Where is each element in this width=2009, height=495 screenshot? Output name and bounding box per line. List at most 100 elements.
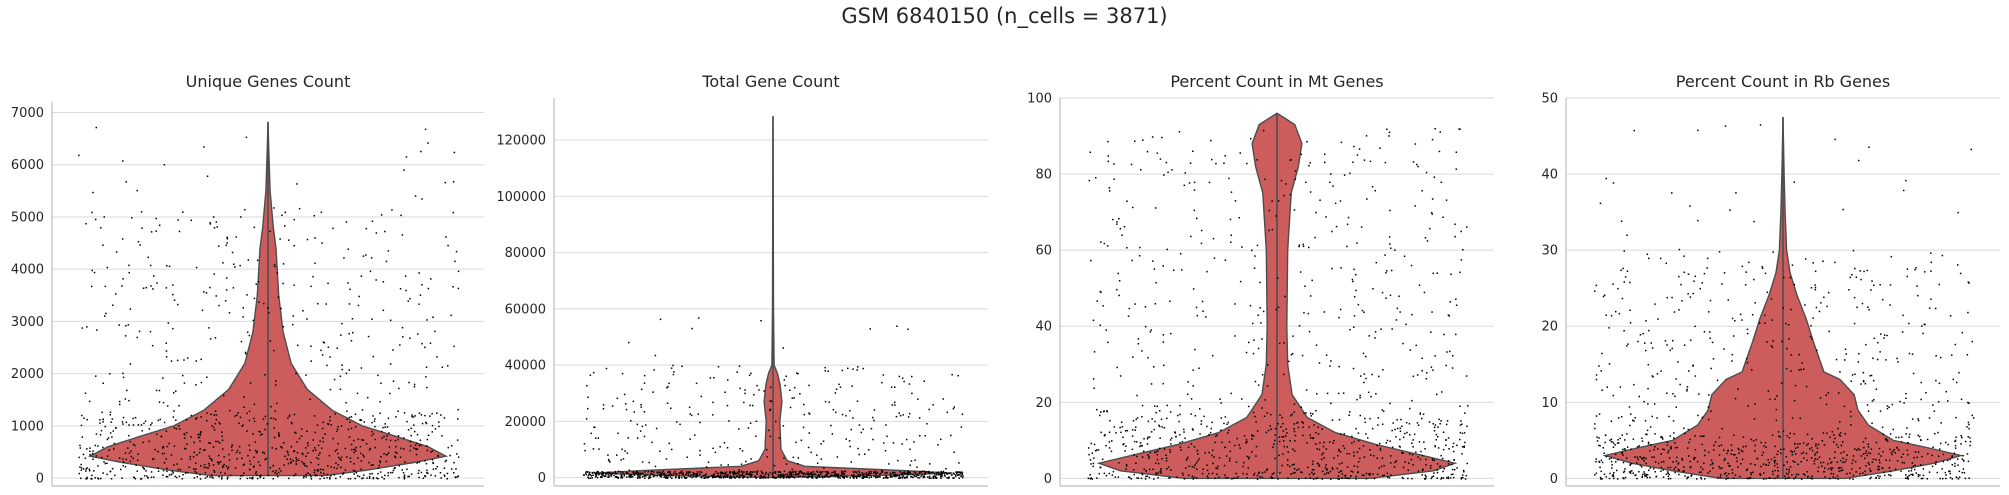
cell-point <box>1917 418 1919 420</box>
cell-point <box>1859 449 1861 451</box>
cell-point <box>1682 470 1684 473</box>
cell-point <box>1314 236 1316 239</box>
cell-point <box>249 477 251 479</box>
cell-point <box>1624 476 1627 479</box>
cell-point <box>898 412 900 414</box>
cell-point <box>1437 426 1439 428</box>
cell-point <box>1159 158 1162 160</box>
cell-point <box>275 384 277 386</box>
cell-point <box>1315 432 1317 434</box>
cell-point <box>1949 470 1951 472</box>
cell-point <box>889 475 892 477</box>
cell-point <box>961 472 964 474</box>
cell-point <box>385 453 388 456</box>
cell-point <box>172 284 174 286</box>
cell-point <box>627 437 629 439</box>
cell-point <box>769 409 771 412</box>
cell-point <box>434 330 436 333</box>
cell-point <box>926 471 928 473</box>
cell-point <box>1173 269 1175 271</box>
cell-point <box>1297 421 1299 424</box>
cell-point <box>1353 440 1355 443</box>
cell-point <box>1412 439 1414 441</box>
cell-point <box>349 421 351 423</box>
cell-point <box>1410 264 1413 267</box>
cell-point <box>1117 476 1120 478</box>
cell-point <box>1866 269 1868 272</box>
cell-point <box>1151 418 1153 420</box>
cell-point <box>1900 441 1903 443</box>
cell-point <box>320 471 322 474</box>
cell-point <box>1278 440 1281 443</box>
cell-point <box>816 462 819 464</box>
cell-point <box>873 475 875 477</box>
cell-point <box>829 475 831 478</box>
cell-point <box>1423 441 1425 443</box>
cell-point <box>138 330 141 333</box>
cell-point <box>667 386 669 388</box>
cell-point <box>1966 453 1969 455</box>
cell-point <box>1692 364 1694 367</box>
cell-point <box>870 472 872 475</box>
cell-point <box>260 434 262 436</box>
cell-point <box>1639 334 1642 336</box>
cell-point <box>727 464 729 466</box>
cell-point <box>1776 466 1779 469</box>
cell-point <box>1622 454 1624 456</box>
cell-point <box>136 189 138 192</box>
cell-point <box>1706 257 1709 260</box>
cell-point <box>1254 380 1257 383</box>
cell-point <box>203 146 205 148</box>
cell-point <box>1945 441 1947 444</box>
cell-point <box>1822 461 1825 464</box>
cell-point <box>903 380 905 383</box>
cell-point <box>1251 434 1253 436</box>
cell-point <box>1861 302 1864 305</box>
cell-point <box>894 401 896 404</box>
cell-point <box>142 466 144 469</box>
cell-point <box>1630 463 1633 465</box>
cell-point <box>892 472 894 474</box>
cell-point <box>1761 267 1764 270</box>
cell-point <box>355 450 357 452</box>
cell-point <box>1920 477 1923 480</box>
cell-point <box>694 473 696 475</box>
cell-point <box>409 337 411 339</box>
cell-point <box>1125 445 1127 447</box>
cell-point <box>1193 181 1196 184</box>
cell-point <box>589 473 592 476</box>
cell-point <box>1949 476 1952 479</box>
cell-point <box>946 411 948 414</box>
cell-point <box>672 474 674 477</box>
cell-point <box>1245 439 1248 441</box>
cell-point <box>620 459 622 461</box>
cell-point <box>1298 468 1300 470</box>
cell-point <box>1727 299 1729 301</box>
cell-point <box>248 419 251 422</box>
cell-point <box>252 466 255 468</box>
cell-point <box>1765 478 1767 480</box>
cell-point <box>1360 375 1362 377</box>
cell-point <box>652 475 655 478</box>
cell-point <box>753 394 755 396</box>
cell-point <box>1391 328 1393 330</box>
cell-point <box>1676 446 1678 449</box>
cell-point <box>1934 433 1936 435</box>
cell-point <box>768 429 770 432</box>
cell-point <box>456 453 458 455</box>
cell-point <box>956 471 958 473</box>
cell-point <box>421 422 424 425</box>
cell-point <box>1242 472 1244 475</box>
cell-point <box>783 457 785 459</box>
cell-point <box>243 396 245 398</box>
cell-point <box>1380 328 1382 330</box>
cell-point <box>209 223 212 225</box>
cell-point <box>959 473 962 475</box>
cell-point <box>226 238 229 240</box>
cell-point <box>713 473 715 475</box>
cell-point <box>1433 430 1436 432</box>
cell-point <box>914 459 916 461</box>
cell-point <box>1115 432 1117 434</box>
cell-point <box>322 421 324 424</box>
cell-point <box>1318 464 1320 466</box>
